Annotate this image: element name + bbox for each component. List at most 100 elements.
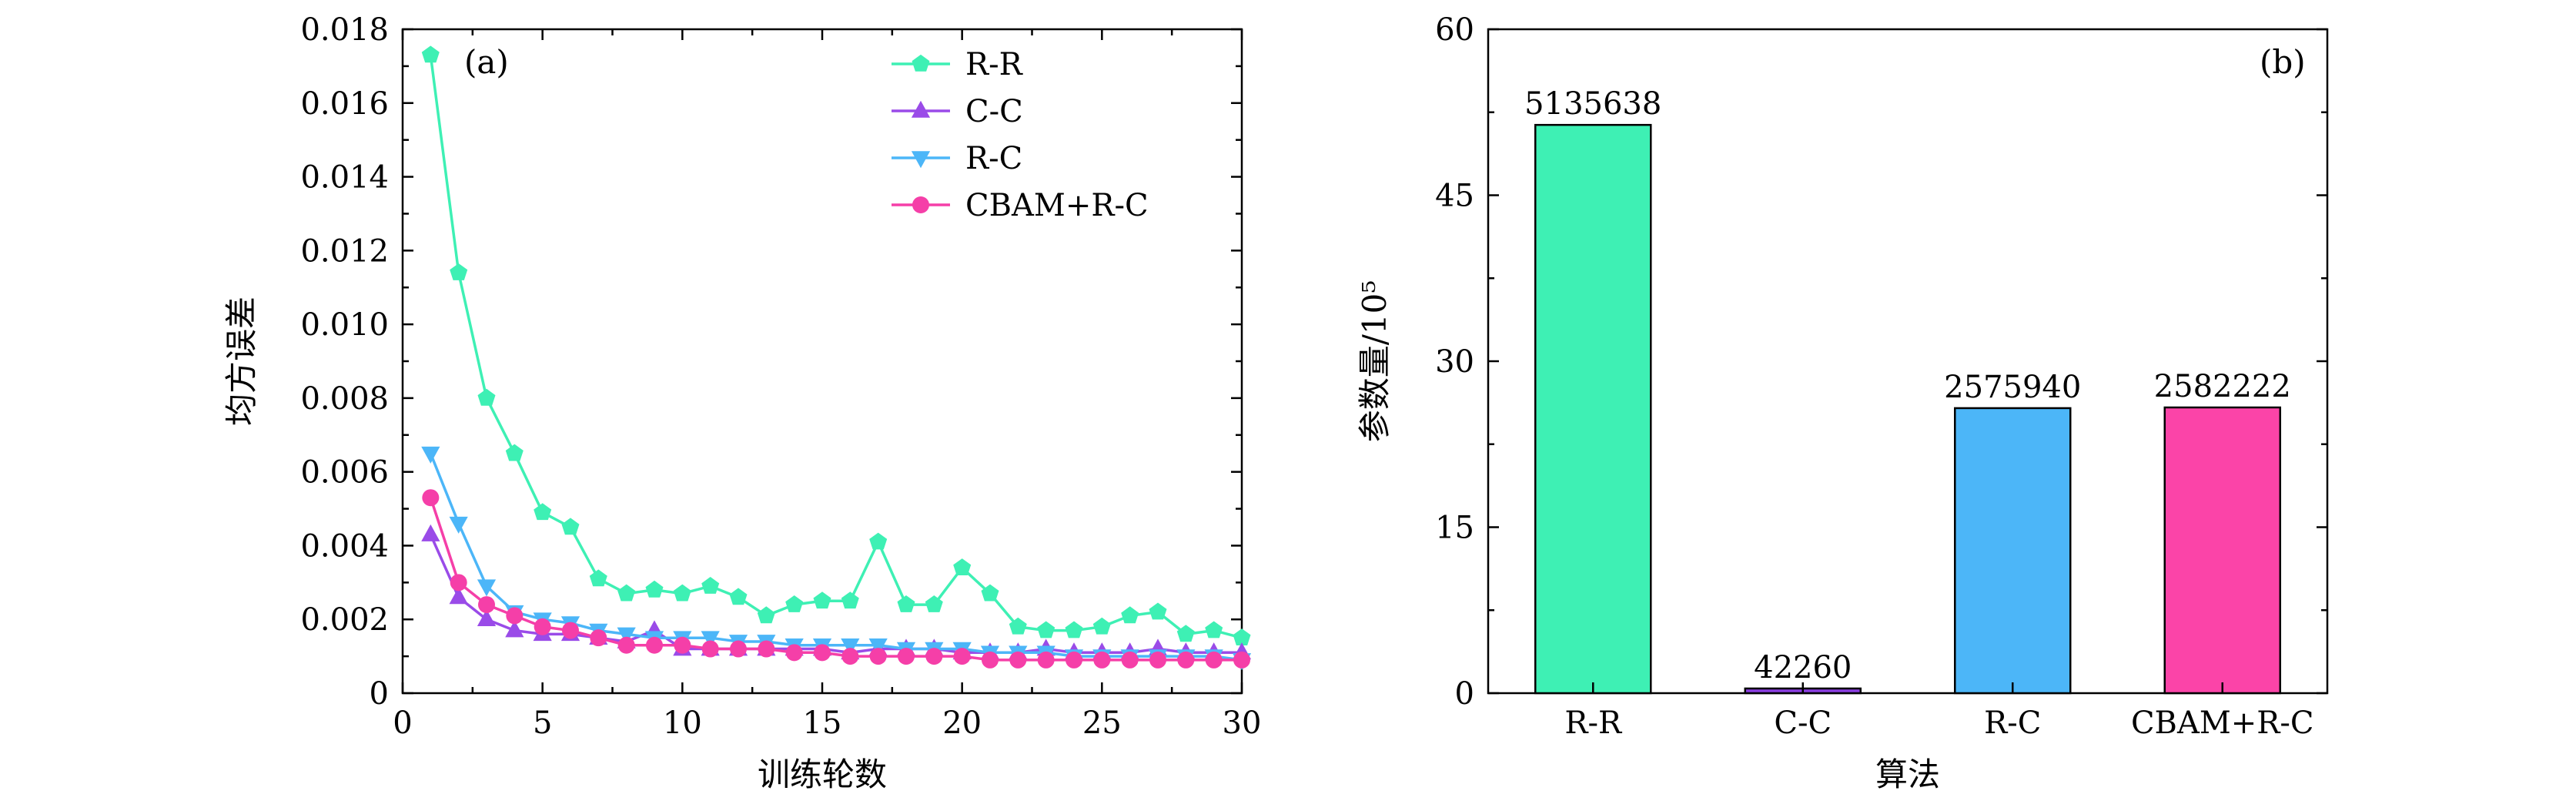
data-point xyxy=(701,640,719,658)
data-point xyxy=(729,588,748,605)
x-tick-label: 30 xyxy=(1223,705,1262,741)
series-line xyxy=(429,534,1242,655)
data-point xyxy=(421,446,440,464)
y-tick-label: 0.010 xyxy=(300,307,389,343)
data-point xyxy=(1121,606,1139,624)
data-point xyxy=(953,558,972,575)
x-tick-label: 15 xyxy=(803,705,842,741)
panel-b-bar-chart: 0 15 30 45 60 5135638 R-R 42260 C-C 2575940 R-C 25… xyxy=(1356,12,2329,793)
series-CBAM+R-C xyxy=(422,489,1250,669)
data-point xyxy=(590,629,607,647)
panel-a-label: (a) xyxy=(464,43,509,81)
data-point xyxy=(841,648,859,665)
data-point xyxy=(701,631,720,648)
data-point xyxy=(841,638,860,655)
data-point xyxy=(813,591,831,609)
panel-b-label: (b) xyxy=(2260,43,2306,81)
panel-a-y-axis-title: 均方误差 xyxy=(222,297,260,426)
x-tick-label: 20 xyxy=(942,705,982,741)
data-point xyxy=(785,595,804,612)
data-point xyxy=(758,640,775,658)
data-point xyxy=(646,636,663,654)
panel-a-x-ticks: 0 5 10 15 20 25 30 xyxy=(393,29,1261,741)
data-point xyxy=(421,45,440,63)
panel-a-line-chart: 0 0.002 0.004 0.006 0.008 0.010 0.012 0.014 0.01… xyxy=(222,12,1261,793)
data-point xyxy=(421,524,440,541)
legend-label: R-C xyxy=(965,141,1022,176)
bar-CBAM+R-C xyxy=(2163,406,2281,695)
data-point xyxy=(674,636,691,654)
data-point xyxy=(1037,621,1055,638)
data-point xyxy=(1149,602,1167,620)
data-point xyxy=(478,596,495,614)
y-tick-label: 0 xyxy=(370,676,389,712)
legend-marker xyxy=(912,196,929,213)
panel-a-legend: R-R C-C R-C CBAM+R-C xyxy=(892,47,1149,223)
data-point xyxy=(869,532,888,550)
data-point xyxy=(1093,651,1111,669)
data-point xyxy=(450,263,468,280)
series-C-C xyxy=(421,524,1252,660)
data-point xyxy=(925,595,943,612)
legend-label: R-R xyxy=(965,47,1024,82)
data-point xyxy=(757,606,775,624)
data-point xyxy=(701,577,720,594)
series-R-R xyxy=(421,45,1251,645)
legend-marker xyxy=(911,100,931,118)
y-tick-label: 0.006 xyxy=(300,455,389,491)
data-point xyxy=(1205,651,1223,669)
y-tick-label: 45 xyxy=(1435,179,1474,214)
y-tick-label: 0 xyxy=(1455,676,1474,712)
panel-b-bars: 5135638 R-R 42260 C-C 2575940 R-C 2582222 CBAM+… xyxy=(1524,86,2313,741)
data-point xyxy=(897,595,915,612)
legend-marker xyxy=(912,54,930,72)
data-point xyxy=(477,609,497,627)
x-tick-label: R-C xyxy=(1984,705,2041,741)
y-tick-label: 0.018 xyxy=(300,12,389,48)
bar-R-C xyxy=(1954,407,2072,695)
data-point xyxy=(589,569,607,587)
y-tick-label: 15 xyxy=(1435,511,1474,546)
data-point xyxy=(561,518,580,535)
data-point xyxy=(617,627,636,645)
x-tick-label: 25 xyxy=(1082,705,1122,741)
y-tick-label: 0.002 xyxy=(300,602,389,638)
panel-b-y-axis-title: 参数量/10⁵ xyxy=(1356,280,1393,442)
bar-data-label: 2582222 xyxy=(2154,369,2291,404)
data-point xyxy=(925,648,943,665)
y-tick-label: 30 xyxy=(1435,344,1474,380)
data-point xyxy=(841,591,859,609)
x-tick-label: CBAM+R-C xyxy=(2131,705,2314,741)
x-tick-label: 5 xyxy=(533,705,552,741)
data-point xyxy=(449,587,468,605)
x-tick-label: C-C xyxy=(1774,705,1832,741)
x-tick-label: R-R xyxy=(1564,705,1623,741)
data-point xyxy=(1177,651,1195,669)
data-point xyxy=(953,648,971,665)
y-tick-label: 0.008 xyxy=(300,381,389,417)
x-tick-label: 10 xyxy=(663,705,702,741)
data-point xyxy=(982,651,999,669)
data-point xyxy=(673,584,691,602)
data-point xyxy=(730,640,747,658)
data-point xyxy=(785,644,803,662)
data-point xyxy=(1121,651,1139,669)
data-point xyxy=(477,388,496,406)
bar-data-label: 2575940 xyxy=(1944,370,2081,405)
y-tick-label: 0.012 xyxy=(300,233,389,269)
series-line xyxy=(429,55,1243,639)
data-point xyxy=(477,579,497,597)
data-point xyxy=(505,620,524,638)
data-point xyxy=(869,648,887,665)
data-point xyxy=(562,622,579,639)
x-tick-label: 0 xyxy=(393,705,412,741)
data-point xyxy=(1066,651,1082,669)
data-point xyxy=(645,580,664,598)
data-point xyxy=(534,618,551,635)
data-point xyxy=(1233,651,1250,669)
panel-a-y-ticks: 0 0.002 0.004 0.006 0.008 0.010 0.012 0.014 0.01… xyxy=(300,12,1242,712)
legend-marker xyxy=(911,151,931,169)
series-line xyxy=(429,497,1242,662)
legend-label: C-C xyxy=(965,94,1023,129)
